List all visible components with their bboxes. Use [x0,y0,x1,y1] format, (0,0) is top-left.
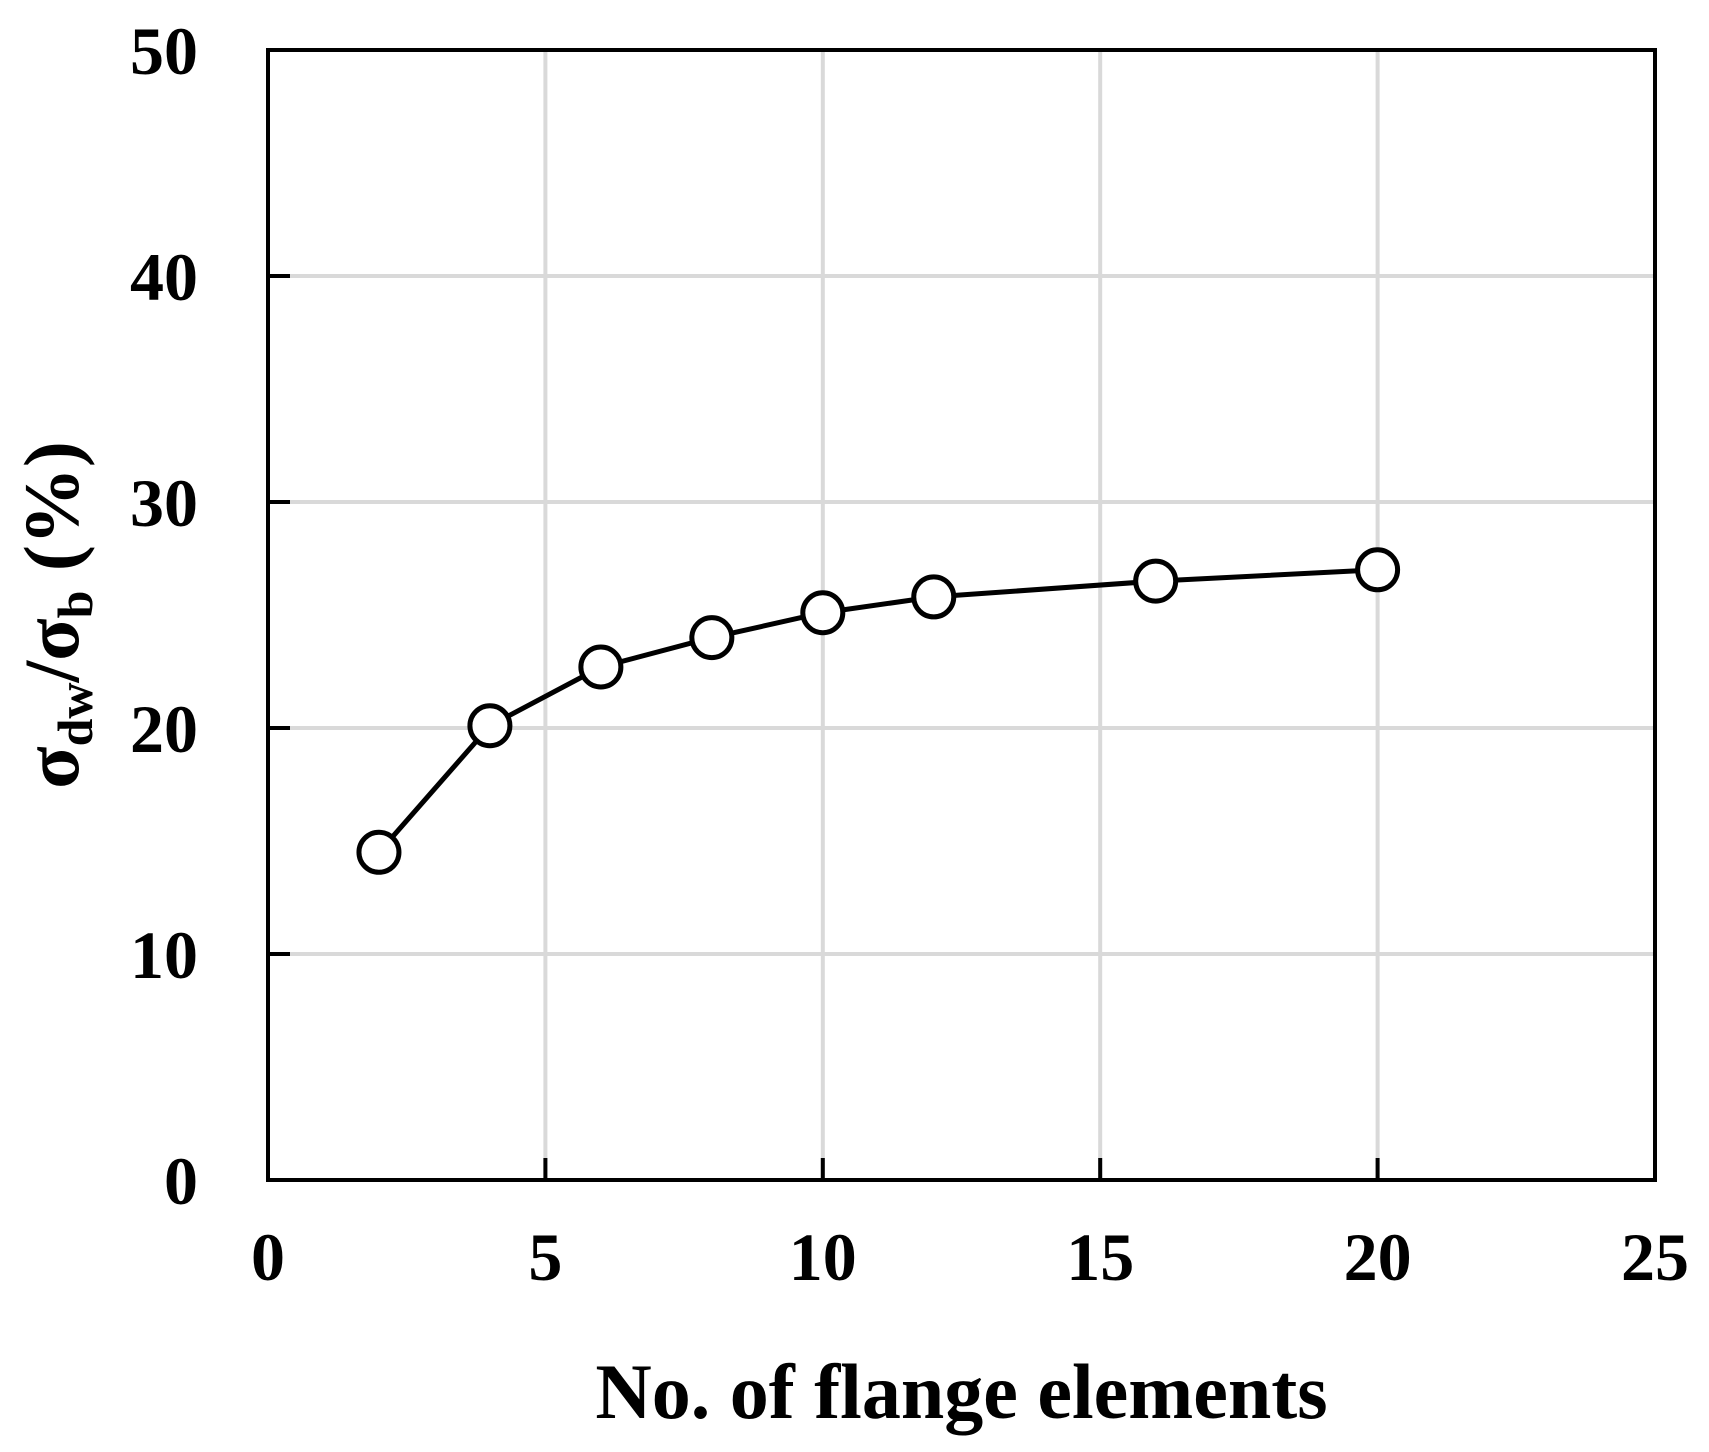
x-tick-label: 25 [1621,1219,1689,1295]
data-point [800,590,846,636]
y-tick-label: 40 [130,239,198,315]
y-axis-unit: (%) [8,441,95,590]
y-axis-title: σdw/σb (%) [8,441,103,789]
y-axis-subscript-b: b [47,591,103,619]
y-tick-label: 0 [164,1143,198,1219]
data-point [356,829,402,875]
x-tick-labels: 0 5 10 15 20 25 [251,1219,1689,1295]
x-tick-label: 5 [528,1219,562,1295]
x-tick-label: 20 [1344,1219,1412,1295]
y-tick-label: 50 [130,13,198,89]
axis-ticks [268,274,1380,1180]
y-axis-sigma-2: σ [8,618,95,660]
data-point [578,644,624,690]
y-tick-labels: 0 10 20 30 40 50 [130,13,198,1219]
y-tick-label: 10 [130,917,198,993]
data-point [689,615,735,661]
y-tick-label: 20 [130,691,198,767]
data-point [1355,547,1401,593]
x-axis-title: No. of flange elements [595,1348,1327,1435]
y-axis-slash: / [8,660,95,684]
data-point [1133,558,1179,604]
grid-lines [268,50,1655,1180]
series-line [377,567,1378,854]
plot-area-frame [266,48,1657,1182]
data-series [356,547,1401,875]
y-axis-sigma-1: σ [8,746,95,788]
data-point [911,574,957,620]
x-tick-label: 15 [1066,1219,1134,1295]
y-axis-subscript-dw: dw [47,683,103,747]
data-point [467,703,513,749]
x-tick-label: 0 [251,1219,285,1295]
x-tick-label: 10 [789,1219,857,1295]
y-tick-label: 30 [130,465,198,541]
